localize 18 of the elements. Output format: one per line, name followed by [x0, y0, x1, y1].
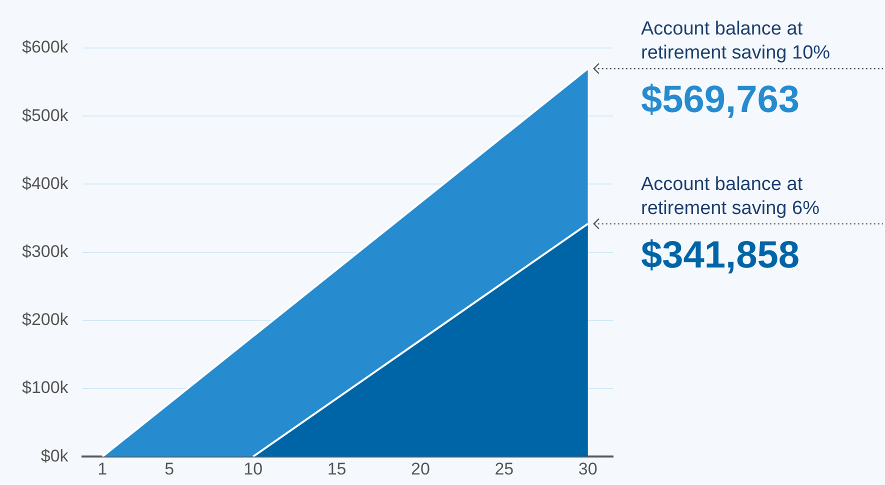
y-tick-label: $400k: [22, 174, 69, 193]
annotation: Account balance at retirement saving 10%: [641, 18, 830, 64]
y-tick-label: $600k: [22, 38, 69, 57]
annotation: Account balance at retirement saving 6%: [641, 174, 820, 219]
y-tick-label: $100k: [22, 378, 69, 398]
x-tick-label: 20: [411, 459, 430, 478]
data-label: $569,763: [641, 79, 800, 122]
x-tick-label: 1: [98, 459, 108, 478]
x-tick-label: 25: [494, 459, 514, 478]
y-tick-label: $500k: [22, 106, 69, 125]
x-tick-label: 5: [164, 459, 174, 478]
y-tick-label: $0k: [40, 446, 69, 466]
x-tick-label: 10: [244, 459, 263, 478]
y-tick-label: $200k: [22, 310, 69, 330]
data-label: $341,858: [641, 234, 800, 276]
x-tick-label: 15: [327, 459, 346, 478]
x-tick-label: 30: [578, 459, 598, 478]
y-tick-label: $300k: [22, 242, 69, 261]
